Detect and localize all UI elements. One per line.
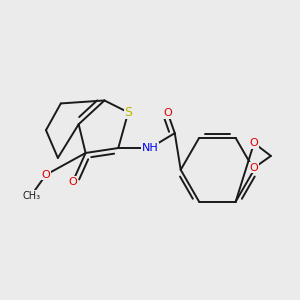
Text: O: O	[250, 138, 258, 148]
Text: NH: NH	[142, 143, 158, 153]
Text: O: O	[250, 163, 258, 173]
Text: CH₃: CH₃	[22, 190, 40, 201]
Text: S: S	[124, 106, 132, 119]
Text: O: O	[164, 108, 172, 118]
Text: O: O	[42, 170, 50, 180]
Text: O: O	[68, 177, 77, 187]
